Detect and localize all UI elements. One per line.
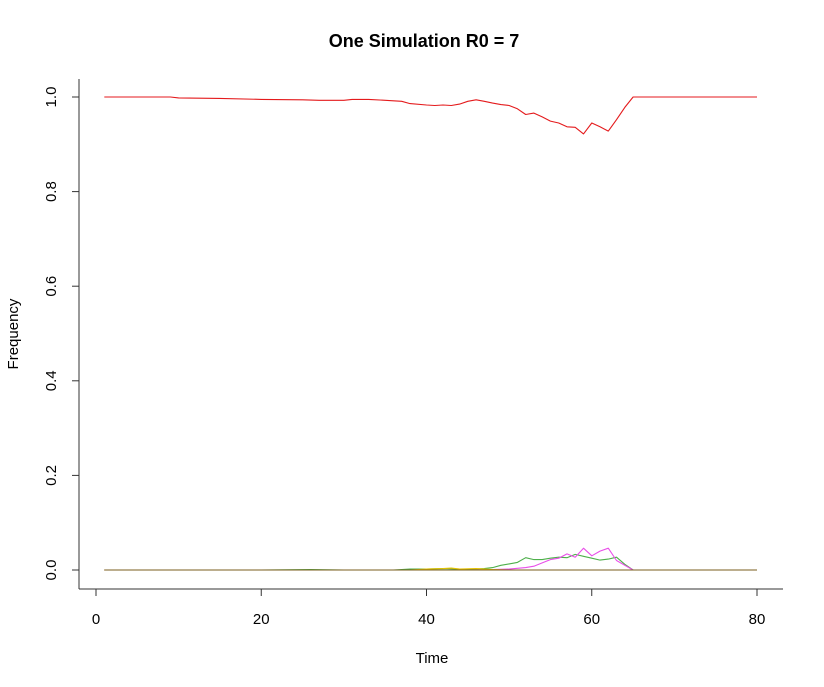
x-tick-label: 60 bbox=[583, 611, 600, 628]
series-line-2 bbox=[104, 553, 757, 571]
y-tick-label: 0.2 bbox=[43, 465, 60, 486]
chart-title: One Simulation R0 = 7 bbox=[329, 31, 520, 51]
y-tick-label: 0.0 bbox=[43, 560, 60, 581]
x-tick-label: 20 bbox=[253, 611, 270, 628]
series-line-1 bbox=[104, 96, 757, 135]
plot-area bbox=[104, 96, 757, 571]
y-tick-label: 0.6 bbox=[43, 276, 60, 297]
y-tick-label: 1.0 bbox=[43, 87, 60, 108]
y-axis-label: Frequency bbox=[5, 298, 22, 369]
series-group bbox=[104, 96, 757, 571]
x-tick-label: 0 bbox=[92, 611, 100, 628]
y-tick-label: 0.4 bbox=[43, 370, 60, 391]
series-line-3 bbox=[104, 547, 757, 571]
y-tick-label: 0.8 bbox=[43, 181, 60, 202]
x-axis: 0 20 40 60 80 bbox=[79, 588, 783, 628]
x-tick-label: 40 bbox=[418, 611, 435, 628]
x-tick-label: 80 bbox=[749, 611, 766, 628]
x-axis-label: Time bbox=[416, 650, 449, 667]
y-axis: 0.0 0.2 0.4 0.6 0.8 1.0 bbox=[43, 79, 80, 589]
